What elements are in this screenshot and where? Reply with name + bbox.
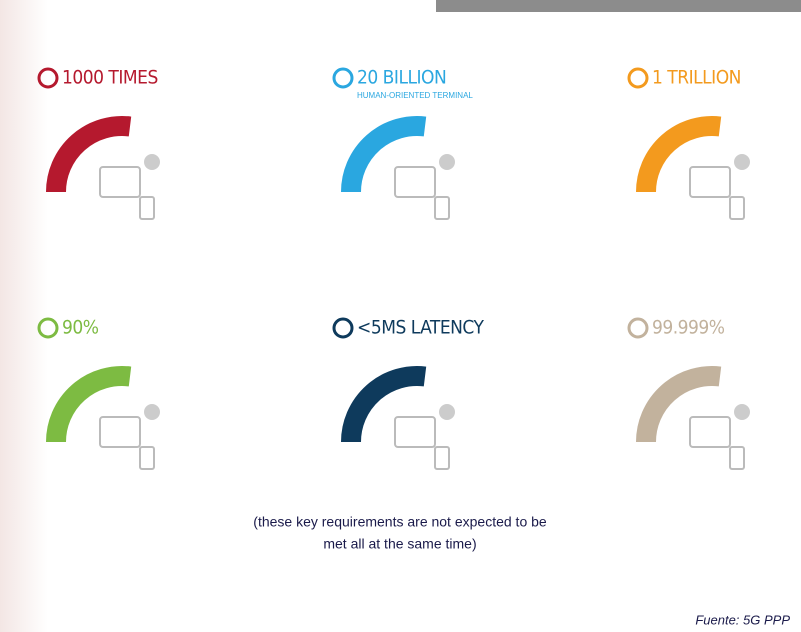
arc xyxy=(341,366,427,443)
top-bar xyxy=(436,0,801,12)
requirement-title: 99.999% xyxy=(652,317,725,339)
title-icon xyxy=(627,317,649,339)
icon xyxy=(139,196,155,220)
requirement-title: 90% xyxy=(62,317,99,339)
icon xyxy=(394,416,436,448)
icon xyxy=(689,166,731,198)
requirement: 20 BILLION HUMAN-ORIENTED TERMINAL xyxy=(332,67,473,220)
requirement-title: 1000 TIMES xyxy=(62,67,158,89)
requirement-subtitle: HUMAN-ORIENTED TERMINAL xyxy=(357,91,473,100)
title-icon xyxy=(332,67,354,89)
requirement-title: 20 BILLION xyxy=(357,67,446,89)
icon xyxy=(434,446,450,470)
arc xyxy=(46,116,132,193)
arc xyxy=(636,116,722,193)
icon xyxy=(729,446,745,470)
requirement: 1000 TIMES xyxy=(37,67,160,220)
requirement: 99.999% xyxy=(627,317,750,470)
title-icon xyxy=(37,317,59,339)
icon xyxy=(139,446,155,470)
icon xyxy=(394,166,436,198)
requirement: 90% xyxy=(37,317,160,470)
note-line: met all at the same time) xyxy=(323,536,476,552)
icon xyxy=(729,196,745,220)
icon xyxy=(439,154,455,170)
icon xyxy=(439,404,455,420)
note-line: (these key requirements are not expected… xyxy=(253,514,547,530)
arc xyxy=(341,116,427,193)
icon xyxy=(734,154,750,170)
icon xyxy=(434,196,450,220)
icon xyxy=(144,404,160,420)
icon xyxy=(99,166,141,198)
arc xyxy=(46,366,132,443)
icon xyxy=(99,416,141,448)
source: Fuente: 5G PPP xyxy=(695,612,790,627)
title-icon xyxy=(332,317,354,339)
requirement-title: <5MS LATENCY xyxy=(357,317,485,339)
requirement: <5MS LATENCY xyxy=(332,317,485,470)
arc xyxy=(636,366,722,443)
title-icon xyxy=(627,67,649,89)
icon xyxy=(144,154,160,170)
requirement: 1 TRILLION xyxy=(627,67,750,220)
icon xyxy=(734,404,750,420)
title-icon xyxy=(37,67,59,89)
icon xyxy=(689,416,731,448)
requirement-title: 1 TRILLION xyxy=(652,67,741,89)
